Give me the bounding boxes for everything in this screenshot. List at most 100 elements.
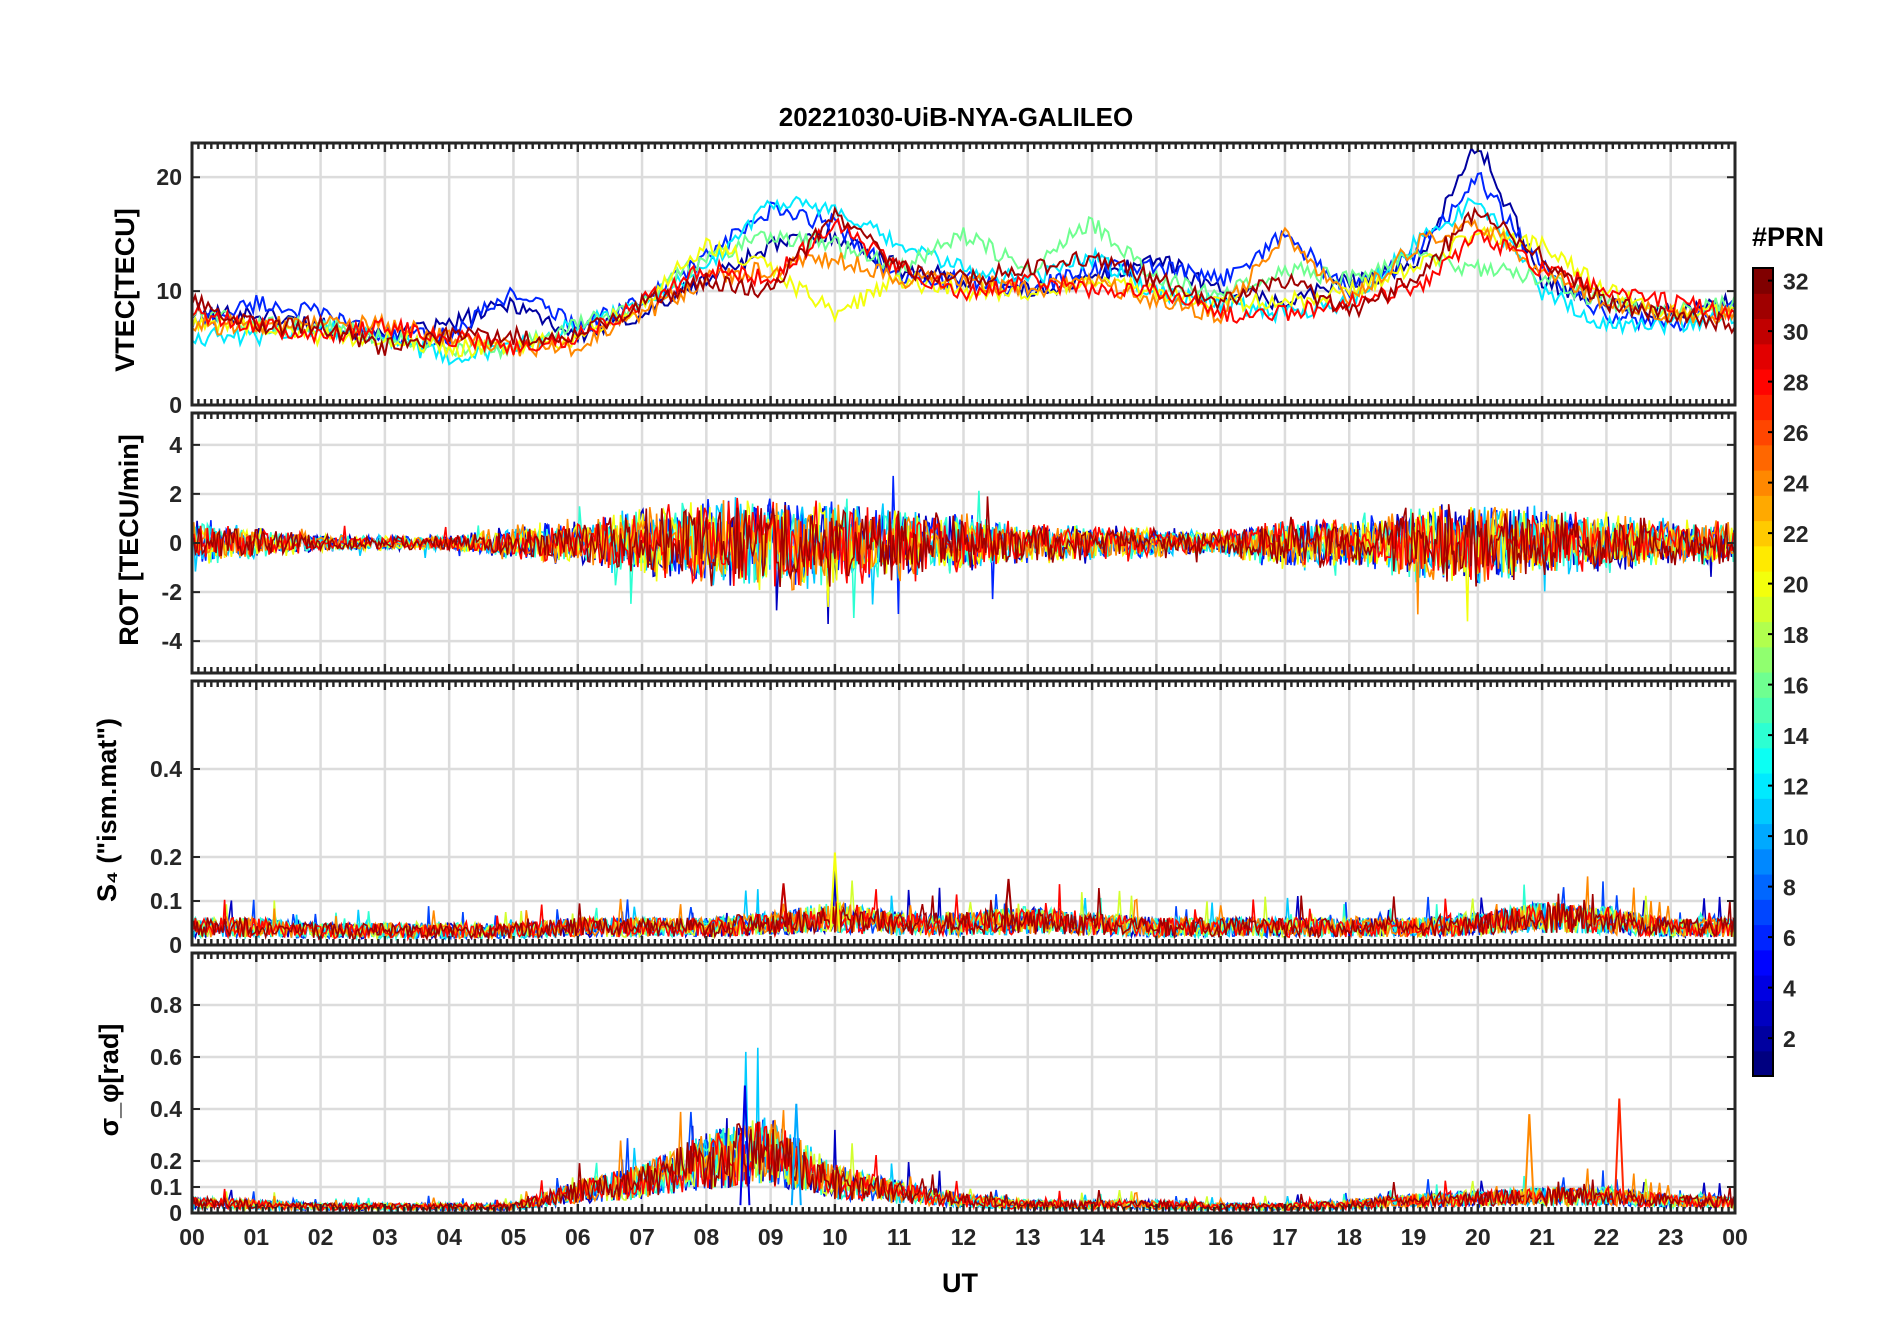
rot-series — [192, 475, 1735, 625]
sigma-axes — [190, 951, 1737, 1215]
colorbar-swatch-12 — [1753, 773, 1773, 799]
x-tick-label: 06 — [565, 1224, 591, 1250]
x-tick-label: 13 — [1015, 1224, 1041, 1250]
vtec-y-tick-marks — [192, 176, 1735, 406]
colorbar-swatch-4 — [1753, 975, 1773, 1001]
x-tick-label: 05 — [501, 1224, 527, 1250]
colorbar-swatch-16 — [1753, 672, 1773, 698]
rot-ytick-label: -4 — [162, 628, 183, 654]
colorbar-swatch-13 — [1753, 747, 1773, 774]
sigma-peak-prn-27 — [1613, 1098, 1625, 1206]
rot-axes — [190, 411, 1737, 675]
x-tick-label: 22 — [1594, 1224, 1620, 1250]
colorbar-swatch-19 — [1753, 596, 1773, 623]
colorbar-tick-label: 8 — [1783, 875, 1796, 901]
colorbar-swatch-32 — [1753, 268, 1773, 294]
colorbar-tick-label: 4 — [1783, 976, 1796, 1002]
colorbar-tick-label: 12 — [1783, 774, 1809, 800]
s4-grid — [190, 681, 1737, 947]
colorbar-swatch-5 — [1753, 949, 1773, 976]
x-axis-label: UT — [942, 1268, 978, 1298]
colorbar-swatch-21 — [1753, 545, 1773, 572]
x-tick-label: 23 — [1658, 1224, 1684, 1250]
x-tick-label: 10 — [822, 1224, 848, 1250]
s4-peak-prn-31 — [1003, 878, 1014, 932]
x-tick-label: 09 — [758, 1224, 784, 1250]
colorbar-swatch-20 — [1753, 571, 1773, 597]
sigma-ytick-label: 0.1 — [150, 1174, 182, 1200]
s4-ytick-label: 0.1 — [150, 888, 182, 914]
x-tick-label: 07 — [629, 1224, 655, 1250]
s4-ytick-label: 0 — [169, 932, 182, 958]
colorbar-tick-label: 10 — [1783, 824, 1809, 850]
s4-peak-prn-20 — [829, 852, 841, 932]
x-tick-label: 03 — [372, 1224, 398, 1250]
colorbar-swatch-1 — [1753, 1050, 1773, 1077]
s4-ytick-label: 0.4 — [150, 756, 182, 782]
panel-vtec: 0 10 20 VTEC[TECU] — [110, 141, 1737, 418]
panel-sigma: 00.10.2 0.4 0.6 0.8 σ_φ[rad] — [94, 951, 1737, 1226]
s4-yticks: 0 0.1 0.2 0.4 — [150, 756, 182, 958]
colorbar-swatch-7 — [1753, 899, 1773, 926]
sigma-ytick-label: 0.6 — [150, 1044, 182, 1070]
vtec-ytick-label: 20 — [156, 164, 182, 190]
s4-ylabel: S₄ ("ism.mat") — [92, 718, 122, 902]
vtec-series-prn-31 — [192, 205, 1735, 356]
colorbar-title: #PRN — [1752, 222, 1824, 252]
sigma-ytick-label: 0 — [169, 1200, 182, 1226]
vtec-ytick-label: 10 — [156, 278, 182, 304]
colorbar-tick-label: 6 — [1783, 925, 1796, 951]
sigma-yticks: 00.10.2 0.4 0.6 0.8 — [150, 992, 182, 1226]
s4-series — [192, 852, 1735, 942]
sigma-grid — [190, 953, 1737, 1215]
colorbar-tick-label: 18 — [1783, 622, 1809, 648]
vtec-series-prn-16 — [192, 216, 1735, 361]
panel-rot: -4 -2 0 2 4 ROT [TECU/min] — [114, 411, 1737, 675]
colorbar-tick-label: 26 — [1783, 420, 1809, 446]
x-tick-label: 17 — [1272, 1224, 1298, 1250]
colorbar-swatch-2 — [1753, 1025, 1773, 1052]
colorbar-swatch-22 — [1753, 520, 1773, 547]
colorbar-swatch-8 — [1753, 874, 1773, 900]
x-tick-label: 12 — [951, 1224, 977, 1250]
colorbar-swatch-29 — [1753, 343, 1773, 370]
colorbar-tick-label: 20 — [1783, 572, 1809, 598]
colorbar-swatch-23 — [1753, 495, 1773, 522]
x-tick-labels: 00 01 02 03 04 05 06 07 08 09 10 11 12 13 14 15 16 17 18 19… — [179, 1224, 1748, 1250]
x-tick-label: 00 — [179, 1224, 205, 1250]
sigma-ytick-label: 0.8 — [150, 992, 182, 1018]
sigma-peak-prn-4 — [739, 1085, 751, 1206]
rot-ytick-label: 0 — [169, 530, 182, 556]
sigma-x-ticks — [190, 953, 1737, 1213]
colorbar-swatch-28 — [1753, 369, 1773, 395]
x-tick-label: 20 — [1465, 1224, 1491, 1250]
colorbar-tick-label: 28 — [1783, 370, 1809, 396]
colorbar-swatch-25 — [1753, 444, 1773, 471]
colorbar-swatch-10 — [1753, 823, 1773, 850]
x-tick-label: 16 — [1208, 1224, 1234, 1250]
x-tick-label: 04 — [436, 1224, 462, 1250]
colorbar-swatch-15 — [1753, 697, 1773, 724]
sigma-ylabel: σ_φ[rad] — [94, 1024, 124, 1137]
colorbar-tick-label: 30 — [1783, 319, 1809, 345]
colorbar-tick-label: 2 — [1783, 1026, 1796, 1052]
rot-ytick-label: 2 — [169, 481, 182, 507]
rot-ytick-label: 4 — [169, 432, 182, 458]
sigma-y-tick-marks — [192, 1004, 1735, 1214]
vtec-series-prn-28 — [192, 217, 1735, 356]
vtec-axes — [190, 141, 1737, 407]
x-tick-label: 01 — [243, 1224, 269, 1250]
colorbar-swatch-26 — [1753, 419, 1773, 446]
panel-s4: 0 0.1 0.2 0.4 S₄ ("ism.mat") — [92, 679, 1737, 958]
colorbar-tick-label: 14 — [1783, 723, 1809, 749]
colorbar-swatch-3 — [1753, 1000, 1773, 1027]
x-tick-label: 00 — [1722, 1224, 1748, 1250]
sigma-ytick-label: 0.4 — [150, 1096, 182, 1122]
s4-axes — [190, 679, 1737, 947]
rot-ytick-label: -2 — [162, 579, 182, 605]
colorbar-swatch-14 — [1753, 722, 1773, 749]
x-tick-label: 19 — [1401, 1224, 1427, 1250]
